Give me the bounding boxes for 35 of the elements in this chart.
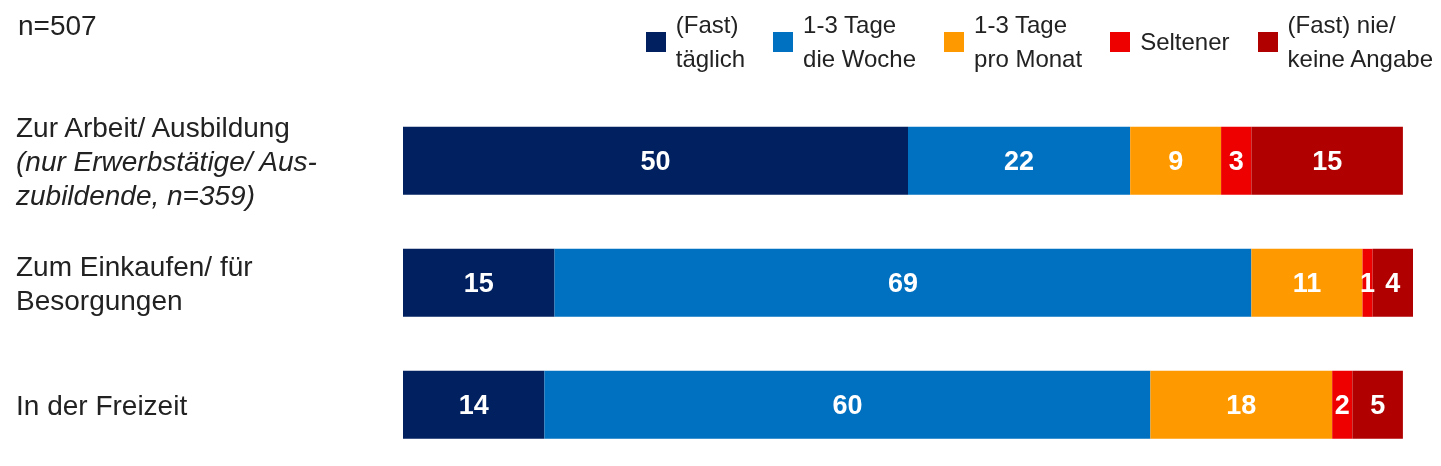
legend-label: (Fast) nie/ keine Angabe (1287, 10, 1433, 74)
legend-label: 1-3 Tage die Woche (803, 10, 917, 74)
data-label: 3 (1228, 146, 1244, 177)
bar (554, 248, 1252, 317)
data-label: 15 (463, 268, 494, 299)
bar (403, 370, 545, 439)
text: n=507 (18, 10, 97, 42)
legend-label: Seltener (1140, 27, 1230, 57)
data-label: 15 (1312, 146, 1343, 177)
data-label: 11 (1292, 268, 1322, 299)
y-tick-label: Zum Einkaufen/ für Besorgungen (16, 250, 253, 316)
data-label: 22 (1004, 146, 1035, 177)
data-label: 69 (887, 268, 918, 299)
bar (544, 370, 1151, 439)
data-label: 9 (1168, 146, 1184, 177)
bar (1150, 370, 1333, 439)
bar (403, 126, 908, 195)
y-tick-label: In der Freizeit (16, 389, 188, 421)
data-label: 2 (1334, 390, 1350, 421)
data-label: 60 (832, 390, 863, 421)
legend-label: 1-3 Tage pro Monat (974, 10, 1083, 74)
data-label: 4 (1385, 268, 1401, 299)
legend-label: (Fast) täglich (675, 10, 746, 74)
bar (1352, 370, 1403, 439)
data-label: 18 (1226, 390, 1257, 421)
data-label: 5 (1370, 390, 1386, 421)
bar (403, 248, 555, 317)
bar (1251, 126, 1403, 195)
data-label: 14 (458, 390, 489, 421)
data-label: 50 (640, 146, 671, 177)
bar (908, 126, 1131, 195)
y-tick-label: Zur Arbeit/ Ausbildung (nur Erwerbstätige/ Aus- zubildende, n=359) (15, 111, 317, 211)
bar (1251, 248, 1363, 317)
bar (1130, 126, 1222, 195)
bar (1221, 126, 1252, 195)
